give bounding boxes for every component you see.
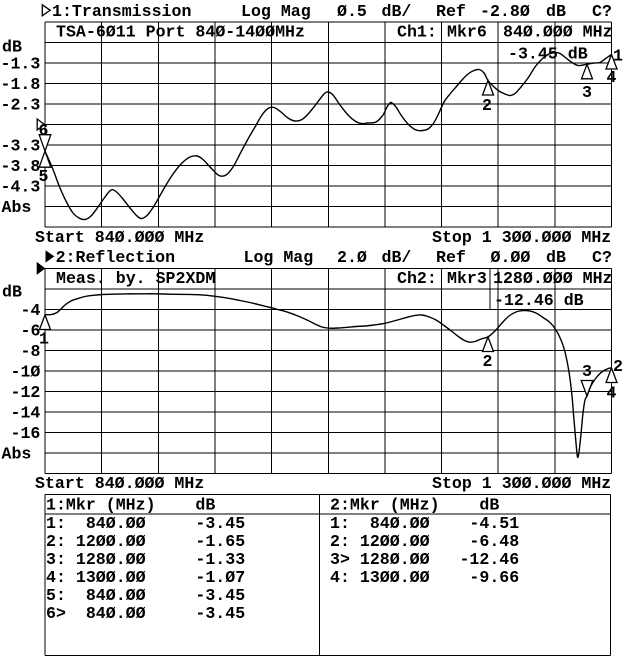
svg-text:-4.3: -4.3 xyxy=(1,178,41,197)
svg-text:3: 3 xyxy=(582,362,592,381)
svg-text:Ø.5: Ø.5 xyxy=(337,2,367,21)
svg-text:Abs: Abs xyxy=(2,198,32,217)
svg-text:-1.3: -1.3 xyxy=(1,55,41,74)
svg-text:1: 84Ø.ØØ -4.51: 1: 84Ø.ØØ -4.51 xyxy=(330,514,519,533)
svg-text:Start 84Ø.ØØØ MHz: Start 84Ø.ØØØ MHz xyxy=(35,228,204,247)
svg-text:4: 4 xyxy=(607,68,617,87)
svg-text:Ref: Ref xyxy=(436,2,466,21)
svg-text:-2.8Ø: -2.8Ø xyxy=(480,2,530,21)
svg-text:Meas. by. SP2XDM: Meas. by. SP2XDM xyxy=(56,269,215,288)
svg-text:Ref: Ref xyxy=(436,248,466,267)
svg-text:dB: dB xyxy=(546,2,566,21)
svg-text:5: 5 xyxy=(39,167,49,186)
svg-text:2:Mkr (MHz) dB: 2:Mkr (MHz) dB xyxy=(330,496,499,515)
svg-text:C?: C? xyxy=(592,2,612,21)
svg-text:4: 13ØØ.ØØ -1.Ø7: 4: 13ØØ.ØØ -1.Ø7 xyxy=(46,568,245,587)
svg-text:-12: -12 xyxy=(11,383,41,402)
svg-text:-3.8: -3.8 xyxy=(1,157,41,176)
svg-text:84Ø.ØØØ MHz: 84Ø.ØØØ MHz xyxy=(503,23,613,42)
svg-text:dB: dB xyxy=(2,283,22,302)
svg-text:dB: dB xyxy=(2,38,22,57)
svg-text:-16: -16 xyxy=(11,424,41,443)
svg-text:dB/: dB/ xyxy=(382,2,412,21)
svg-text:TSA-6Ø11 Port 84Ø-14ØØMHz: TSA-6Ø11 Port 84Ø-14ØØMHz xyxy=(56,23,305,42)
svg-text:-1.8: -1.8 xyxy=(1,75,41,94)
svg-text:-6: -6 xyxy=(21,322,41,341)
svg-text:Stop 1 3ØØ.ØØØ MHz: Stop 1 3ØØ.ØØØ MHz xyxy=(432,474,611,493)
svg-text:-12.46 dB: -12.46 dB xyxy=(494,291,584,310)
svg-text:2: 2 xyxy=(482,96,492,115)
svg-text:4: 13ØØ.ØØ -9.66: 4: 13ØØ.ØØ -9.66 xyxy=(330,568,519,587)
svg-text:2:Reflection: 2:Reflection xyxy=(56,248,176,267)
svg-text:-14: -14 xyxy=(11,404,41,423)
svg-text:-3.3: -3.3 xyxy=(1,137,41,156)
svg-text:-4: -4 xyxy=(21,301,41,320)
svg-text:128Ø.ØØØ MHz: 128Ø.ØØØ MHz xyxy=(493,269,613,288)
svg-text:2.Ø: 2.Ø xyxy=(337,248,367,267)
svg-text:-2.3: -2.3 xyxy=(1,96,41,115)
svg-text:1: 84Ø.ØØ -3.45: 1: 84Ø.ØØ -3.45 xyxy=(46,514,245,533)
svg-text:Log Mag: Log Mag xyxy=(241,2,311,21)
svg-text:3> 128Ø.ØØ -12.46: 3> 128Ø.ØØ -12.46 xyxy=(330,550,519,569)
svg-text:Log Mag: Log Mag xyxy=(244,248,314,267)
svg-text:2: 2 xyxy=(483,352,493,371)
svg-text:1: 1 xyxy=(39,330,49,349)
svg-text:-3.45 dB: -3.45 dB xyxy=(508,45,588,64)
svg-text:Stop 1 3ØØ.ØØØ MHz: Stop 1 3ØØ.ØØØ MHz xyxy=(432,228,611,247)
svg-text:5: 84Ø.ØØ -3.45: 5: 84Ø.ØØ -3.45 xyxy=(46,586,245,605)
svg-text:3: 128Ø.ØØ -1.33: 3: 128Ø.ØØ -1.33 xyxy=(46,550,245,569)
svg-text:-1Ø: -1Ø xyxy=(11,363,41,382)
svg-text:2: 2 xyxy=(613,357,623,376)
svg-text:Mkr6: Mkr6 xyxy=(447,23,487,42)
svg-text:dB/: dB/ xyxy=(382,248,412,267)
svg-text:Ø.ØØ: Ø.ØØ xyxy=(491,248,531,267)
svg-text:1: 1 xyxy=(613,47,623,66)
svg-text:2: 12ØØ.ØØ -1.65: 2: 12ØØ.ØØ -1.65 xyxy=(46,532,245,551)
svg-text:3: 3 xyxy=(582,83,592,102)
svg-text:Start 84Ø.ØØØ MHz: Start 84Ø.ØØØ MHz xyxy=(35,474,204,493)
svg-text:6: 6 xyxy=(39,121,49,140)
svg-text:1:Mkr (MHz) dB: 1:Mkr (MHz) dB xyxy=(46,496,215,515)
svg-text:Ch2:: Ch2: xyxy=(397,269,437,288)
svg-text:-8: -8 xyxy=(21,342,41,361)
svg-text:6> 84Ø.ØØ -3.45: 6> 84Ø.ØØ -3.45 xyxy=(46,604,245,623)
svg-text:2: 12ØØ.ØØ -6.48: 2: 12ØØ.ØØ -6.48 xyxy=(330,532,519,551)
svg-text:Ch1:: Ch1: xyxy=(397,23,437,42)
svg-text:1:Transmission: 1:Transmission xyxy=(52,2,191,21)
svg-text:dB: dB xyxy=(546,248,566,267)
svg-text:Mkr3: Mkr3 xyxy=(447,269,487,288)
svg-text:Abs: Abs xyxy=(2,445,32,464)
svg-text:C?: C? xyxy=(592,248,612,267)
svg-text:4: 4 xyxy=(607,384,617,403)
